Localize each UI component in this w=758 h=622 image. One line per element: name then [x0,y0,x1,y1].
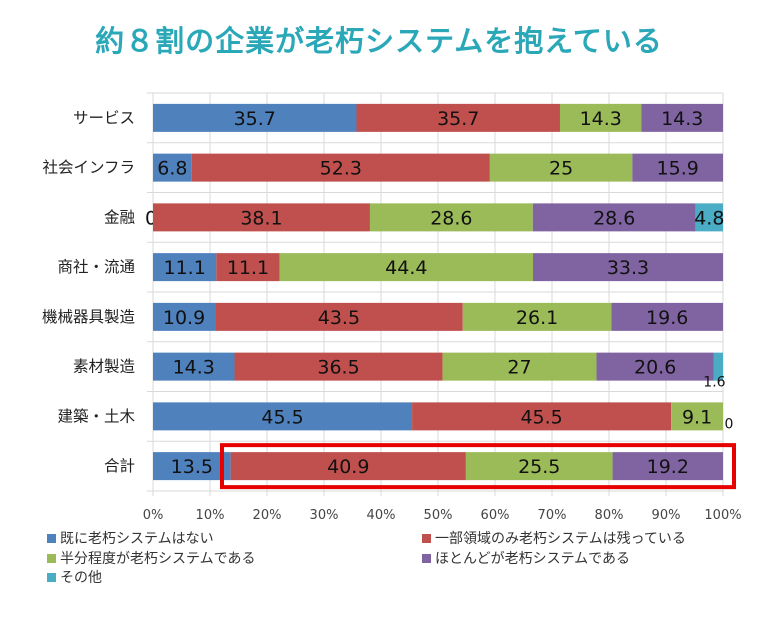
bar-segment [412,402,672,431]
data-label: 25.5 [518,456,560,478]
bar-segment [671,402,723,431]
legend-label: 半分程度が老朽システムである [60,551,255,567]
bar-segment [532,203,696,232]
data-label: 40.9 [327,456,369,478]
bar-segment [632,153,723,182]
data-label: 15.9 [657,158,699,180]
legend-swatch [47,573,56,582]
bar-segment [216,253,280,282]
data-label: 9.1 [682,406,712,428]
bar-segment [153,253,217,282]
bar-segment [153,203,370,232]
bar-segment [234,352,443,381]
bar-segment [153,352,235,381]
x-tick-label: 10% [196,508,225,523]
data-label: 4.8 [694,207,724,229]
legend-swatch [422,554,431,563]
x-tick-label: 50% [424,508,453,523]
data-label: 35.7 [437,108,479,130]
data-label: 1.6 [703,375,725,391]
data-label: 43.5 [318,307,360,329]
category-label: 建築・土木 [57,407,135,425]
highlight-box [220,443,736,490]
data-label: 38.1 [240,207,282,229]
data-label: 28.6 [430,207,472,229]
data-label: 14.3 [580,108,622,130]
category-label: 商社・流通 [57,258,135,276]
data-label: 36.5 [317,357,359,379]
bar-segment [153,103,357,132]
category-label: 機械器具製造 [42,308,136,326]
data-label: 19.6 [646,307,688,329]
bar-segment [442,352,597,381]
data-label: 13.5 [171,456,213,478]
data-label: 11.1 [227,257,269,279]
bar-segment [356,103,560,132]
x-tick-label: 40% [367,508,396,523]
category-label: 合計 [104,457,135,475]
x-tick-label: 20% [253,508,282,523]
data-label: 10.9 [163,307,205,329]
legend-label: ほとんどが老朽システムである [435,551,630,567]
legend-label: 一部領域のみ老朽システムは残っている [435,530,686,547]
bar-segment [153,153,192,182]
bar-segment [215,302,463,331]
data-label: 45.5 [520,406,562,428]
data-label: 19.2 [647,456,689,478]
data-label: 27 [507,357,531,379]
bar-segment [462,302,612,331]
x-tick-label: 70% [538,508,567,523]
bar-segment [596,352,714,381]
bar-segment [465,452,613,481]
data-label: 35.7 [234,108,276,130]
category-label: 金融 [104,208,135,226]
bar-segment [230,452,466,481]
bar-segment [279,253,533,282]
legend-swatch [47,534,56,543]
bar-segment [489,153,633,182]
data-label: 20.6 [634,357,676,379]
bar-segment [533,253,723,282]
legend-swatch [47,554,56,563]
data-label: 25 [549,158,573,180]
x-tick-label: 80% [595,508,624,523]
x-tick-label: 30% [310,508,339,523]
bar-segment [641,103,723,132]
category-label: 素材製造 [73,358,136,376]
x-tick-label: 100% [704,508,741,523]
data-label: 45.5 [261,406,303,428]
bar-segment [369,203,533,232]
x-tick-label: 0% [143,508,164,523]
bar-segment [611,302,723,331]
data-label: 44.4 [385,257,427,279]
bar-segment [612,452,723,481]
data-label: 14.3 [661,108,703,130]
bar-segment [153,402,413,431]
data-label: 52.3 [320,158,362,180]
x-tick-label: 90% [652,508,681,523]
data-label: 14.3 [173,357,215,379]
bar-segment [191,153,490,182]
data-label: 0 [725,416,734,432]
data-label: 26.1 [516,307,558,329]
bar-segment [153,302,216,331]
data-label: 6.8 [157,158,187,180]
legend-label: 既に老朽システムはない [60,531,214,547]
chart-title: 約８割の企業が老朽システムを抱えている [95,24,663,58]
data-label: 28.6 [593,207,635,229]
x-tick-label: 60% [481,508,510,523]
bar-segment [695,203,723,232]
bar-segment [559,103,642,132]
data-label: 11.1 [164,257,206,279]
legend-swatch [422,534,431,543]
bar-segment [713,352,723,381]
bar-segment [153,452,231,481]
legend-label: その他 [60,570,102,586]
category-label: サービス [73,109,135,127]
data-label: 33.3 [607,257,649,279]
category-label: 社会インフラ [42,159,135,177]
